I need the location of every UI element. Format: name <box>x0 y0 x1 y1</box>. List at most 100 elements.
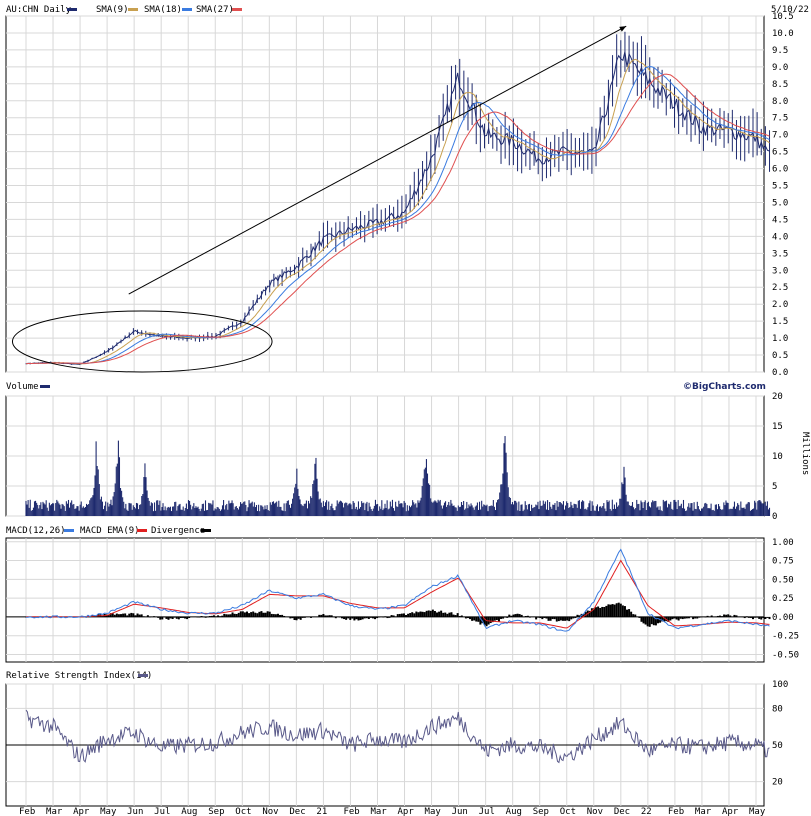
x-tick-label: Jun <box>127 807 143 816</box>
price-ytick-label: 10.5 <box>772 12 794 22</box>
volume-unit-label: Millions <box>800 432 810 475</box>
macd-line <box>25 548 770 632</box>
x-tick-label: 22 <box>641 807 652 816</box>
x-tick-label: Jul <box>479 807 495 816</box>
macd-ytick-label: 0.75 <box>772 557 794 567</box>
x-tick-label: Apr <box>73 807 90 816</box>
x-tick-label: Aug <box>506 807 522 816</box>
macd-ytick-label: 1.00 <box>772 538 794 548</box>
sma18-line <box>25 66 770 365</box>
sma18-legend-swatch <box>182 8 192 11</box>
x-tick-label: May <box>749 807 766 816</box>
rsi-ytick-label: 100 <box>772 680 788 690</box>
sma27-legend-swatch <box>232 8 242 11</box>
price-ytick-label: 7.0 <box>772 131 788 141</box>
price-ytick-label: 0.0 <box>772 368 788 378</box>
x-tick-label: Feb <box>668 807 684 816</box>
price-ytick-label: 7.5 <box>772 114 788 124</box>
volume-ytick-label: 10 <box>772 452 783 462</box>
price-ytick-label: 1.5 <box>772 317 788 327</box>
x-tick-label: Nov <box>262 807 278 816</box>
volume-legend-swatch <box>40 385 50 388</box>
volume-ytick-label: 20 <box>772 392 783 402</box>
x-tick-label: Sep <box>208 807 224 816</box>
x-tick-label: Feb <box>343 807 359 816</box>
price-ytick-label: 0.5 <box>772 351 788 361</box>
price-ytick-label: 5.5 <box>772 182 788 192</box>
rsi-ytick-label: 20 <box>772 778 783 788</box>
consolidation-ellipse <box>11 310 273 373</box>
price-ytick-label: 9.5 <box>772 46 788 56</box>
price-legend-swatch <box>67 8 77 11</box>
divergence-label: Divergence <box>151 526 205 536</box>
price-ytick-label: 9.0 <box>772 63 788 73</box>
sma9-line <box>25 58 770 365</box>
price-ytick-label: 1.0 <box>772 334 788 344</box>
price-ytick-label: 4.0 <box>772 232 788 242</box>
macd-ytick-label: 0.00 <box>772 613 794 623</box>
volume-label: Volume <box>6 382 39 392</box>
x-tick-label: Mar <box>46 807 63 816</box>
x-tick-label: Jun <box>452 807 468 816</box>
macd-legend-swatch <box>64 529 74 532</box>
rsi-line <box>25 709 770 764</box>
x-tick-label: Dec <box>289 807 305 816</box>
sma9-legend-label: SMA(9) <box>96 5 129 15</box>
x-tick-label: Oct <box>560 807 576 816</box>
sma18-legend-label: SMA(18) <box>144 5 182 15</box>
x-tick-label: Apr <box>722 807 739 816</box>
x-tick-label: Nov <box>587 807 603 816</box>
sma27-legend-label: SMA(27) <box>196 5 234 15</box>
volume-panel: 0 5 10 15 20 <box>5 392 783 522</box>
x-tick-label: Dec <box>614 807 630 816</box>
x-tick-label: Feb <box>19 807 35 816</box>
price-ytick-label: 3.0 <box>772 266 788 276</box>
price-ytick-label: 3.5 <box>772 249 788 259</box>
rsi-title-label: Relative Strength Index(14) <box>6 671 152 681</box>
price-ytick-label: 10.0 <box>772 29 794 39</box>
x-tick-label: Aug <box>181 807 197 816</box>
macd-title-label: MACD(12,26) <box>6 526 66 536</box>
macd-ytick-label: -0.25 <box>772 632 799 642</box>
price-ytick-label: 4.5 <box>772 215 788 225</box>
volume-ytick-label: 0 <box>772 512 777 522</box>
price-ytick-label: 5.0 <box>772 198 788 208</box>
x-tick-label: Mar <box>695 807 712 816</box>
price-line <box>25 51 770 365</box>
sma9-legend-swatch <box>128 8 138 11</box>
chart-date: 5/10/22 <box>771 5 809 15</box>
x-axis: Feb Mar Apr May Jun Jul Aug Sep Oct Nov Dec 21 Feb Ma… <box>19 807 766 816</box>
macd-ytick-label: 0.50 <box>772 575 794 585</box>
x-tick-label: Apr <box>398 807 415 816</box>
macd-frame <box>5 537 765 663</box>
trend-arrow-head <box>619 26 627 32</box>
panel-headers: AU:CHN Daily SMA(9) SMA(18) SMA(27) 5/10… <box>6 5 810 681</box>
x-tick-label: 21 <box>316 807 327 816</box>
sma27-line <box>25 73 770 365</box>
rsi-panel: 100 80 50 20 <box>5 680 788 807</box>
x-tick-label: Sep <box>533 807 549 816</box>
price-frame <box>5 15 765 373</box>
volume-ytick-label: 5 <box>772 482 777 492</box>
x-tick-label: May <box>100 807 117 816</box>
divergence-legend-swatch <box>201 529 211 532</box>
volume-ytick-label: 15 <box>772 422 783 432</box>
price-ytick-label: 8.5 <box>772 80 788 90</box>
price-ytick-label: 2.5 <box>772 283 788 293</box>
rsi-ytick-label: 50 <box>772 741 783 751</box>
price-ytick-label: 6.5 <box>772 148 788 158</box>
x-tick-label: Oct <box>235 807 251 816</box>
price-ytick-label: 6.0 <box>772 165 788 175</box>
price-ytick-label: 8.0 <box>772 97 788 107</box>
macd-ema-legend-swatch <box>137 529 147 532</box>
x-tick-label: Jul <box>154 807 170 816</box>
rsi-ytick-label: 80 <box>772 704 783 714</box>
bigcharts-brand: ©BigCharts.com <box>683 382 766 392</box>
price-symbol-label: AU:CHN Daily <box>6 5 72 15</box>
price-ytick-label: 2.0 <box>772 300 788 310</box>
macd-panel: 1.00 0.75 0.50 0.25 0.00 -0.25 -0.50 <box>5 537 799 663</box>
x-tick-label: May <box>425 807 442 816</box>
x-tick-label: Mar <box>370 807 387 816</box>
macd-ytick-label: -0.50 <box>772 650 799 660</box>
